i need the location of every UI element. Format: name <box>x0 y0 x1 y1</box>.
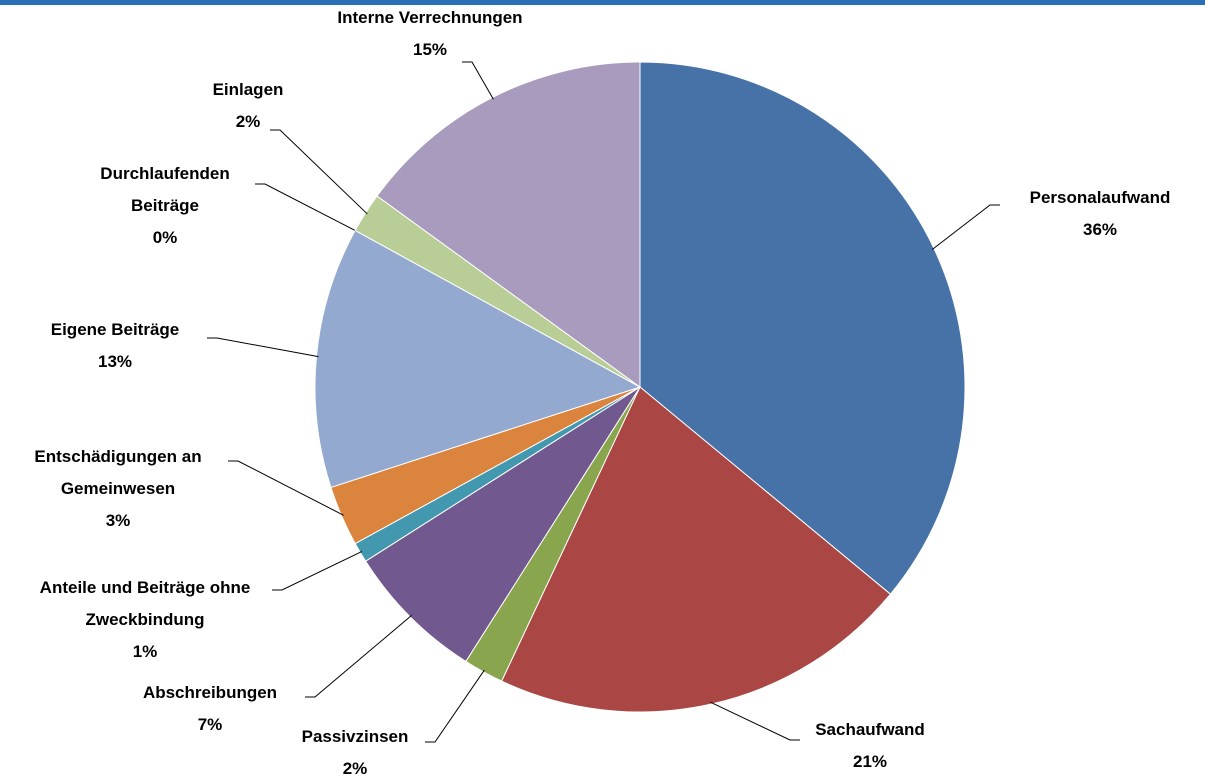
category-label: Passivzinsen <box>301 727 409 746</box>
leader-line <box>228 460 344 516</box>
value-label: 13% <box>97 352 133 371</box>
value-label: 3% <box>105 511 131 530</box>
category-label: Interne Verrechnungen <box>337 8 523 27</box>
value-label: 2% <box>235 112 261 131</box>
category-label: Eigene Beiträge <box>50 320 180 339</box>
value-label: 21% <box>852 752 888 771</box>
value-label: 1% <box>132 642 158 661</box>
category-label: Personalaufwand <box>1029 188 1171 207</box>
leader-line <box>462 61 494 100</box>
category-label: Anteile und Beiträge ohne Zweckbindung <box>39 578 251 629</box>
leader-line <box>272 550 363 591</box>
category-label: Abschreibungen <box>142 683 278 702</box>
category-label: Einlagen <box>212 80 284 99</box>
value-label: 36% <box>1082 220 1118 239</box>
leader-line <box>255 183 358 232</box>
top-border <box>0 0 1205 5</box>
value-label: 2% <box>342 759 368 776</box>
category-label: Durchlaufenden Beiträge <box>100 164 230 215</box>
leader-line <box>425 669 485 743</box>
value-label: 0% <box>152 228 178 247</box>
leader-line <box>931 204 1000 250</box>
pie-slice <box>500 386 892 713</box>
leader-line <box>305 615 412 698</box>
leader-line <box>207 337 319 358</box>
category-label: Entschädigungen an Gemeinwesen <box>34 447 202 498</box>
value-label: 15% <box>412 40 448 59</box>
leader-line <box>710 701 800 741</box>
category-label: Sachaufwand <box>815 720 925 739</box>
value-label: 7% <box>197 715 223 734</box>
leader-line <box>270 129 368 215</box>
